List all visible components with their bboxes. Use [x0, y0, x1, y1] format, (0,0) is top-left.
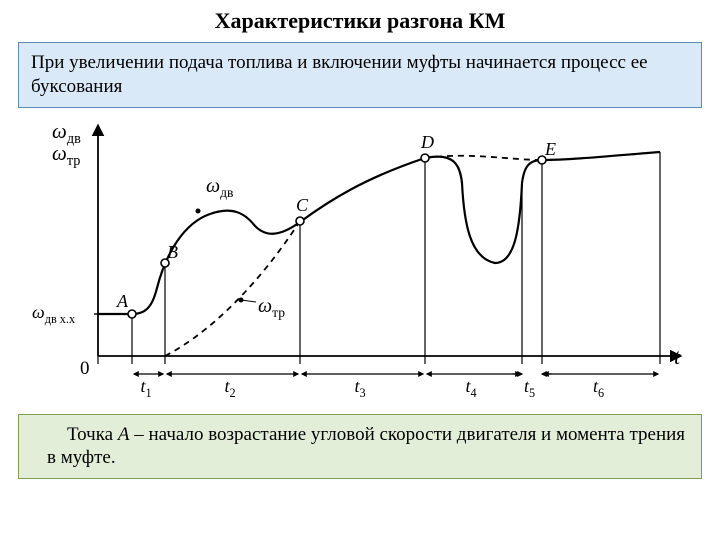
- info-box-bottom: Точка A – начало возрастание угловой ско…: [18, 414, 702, 480]
- svg-text:ωдв х.х: ωдв х.х: [32, 302, 75, 326]
- svg-text:t4: t4: [466, 376, 477, 398]
- svg-text:ωдв: ωдв: [206, 175, 233, 200]
- chart-container: ωдвωтрωдв х.х0tωдвωтрABCDEt1t2t3t4t5t6: [20, 118, 700, 398]
- svg-text:t5: t5: [524, 376, 535, 398]
- svg-text:0: 0: [80, 358, 90, 379]
- svg-text:t6: t6: [593, 376, 604, 398]
- svg-text:t2: t2: [225, 376, 236, 398]
- svg-text:t3: t3: [355, 376, 366, 398]
- svg-text:E: E: [544, 139, 556, 159]
- page-title: Характеристики разгона КМ: [0, 8, 720, 34]
- svg-text:C: C: [296, 195, 309, 215]
- svg-text:ωтр: ωтр: [258, 295, 285, 320]
- svg-text:B: B: [167, 242, 178, 262]
- svg-text:t1: t1: [141, 376, 152, 398]
- green-post: – начало возрастание угловой скорости дв…: [47, 424, 685, 469]
- svg-text:t: t: [674, 344, 681, 369]
- info-box-top: При увеличении подача топлива и включени…: [18, 42, 702, 108]
- acceleration-chart: ωдвωтрωдв х.х0tωдвωтрABCDEt1t2t3t4t5t6: [20, 118, 690, 398]
- svg-text:A: A: [116, 291, 129, 311]
- svg-text:D: D: [420, 132, 434, 152]
- green-pre: Точка: [67, 424, 118, 445]
- green-point-letter: A: [118, 424, 130, 445]
